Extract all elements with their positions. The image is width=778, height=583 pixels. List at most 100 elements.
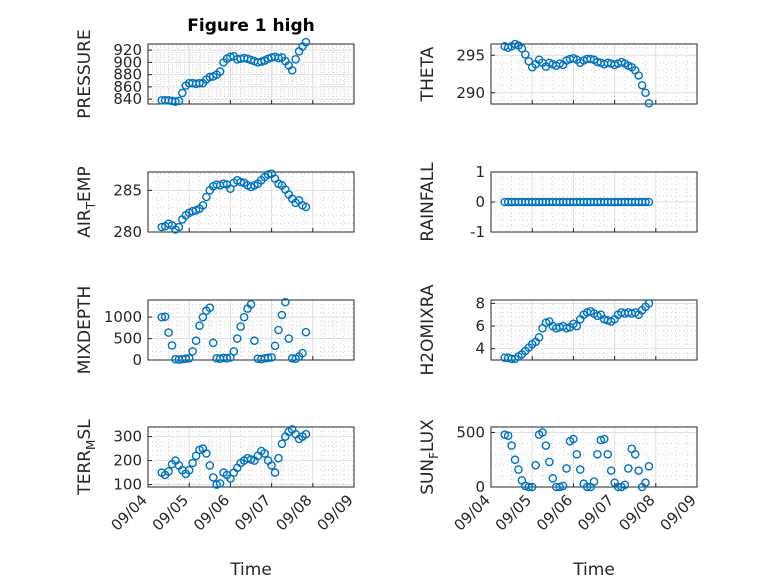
- x-tick-label: 09/04: [108, 491, 151, 534]
- subplot-6: 4 6 8 H2OMIXRA: [418, 284, 698, 376]
- data-point: [205, 303, 215, 313]
- data-point: [562, 464, 571, 473]
- y-tick-label: 1000: [104, 308, 142, 326]
- y-tick-label: 8: [475, 294, 485, 312]
- data-point: [606, 466, 616, 475]
- axes-border: [490, 171, 698, 233]
- data-point: [208, 338, 218, 348]
- data-point: [239, 312, 249, 322]
- data-point: [202, 449, 211, 458]
- data-point: [188, 347, 197, 356]
- data-point: [586, 54, 595, 64]
- data-point: [195, 321, 204, 331]
- data-point: [298, 348, 307, 358]
- data-point: [277, 310, 287, 320]
- data-point: [171, 97, 180, 106]
- x-tick-label: 09/07: [574, 491, 617, 534]
- data-point: [593, 449, 602, 459]
- data-point: [575, 465, 585, 474]
- subplot-2: 290 295 THETA: [418, 39, 698, 108]
- data-point: [160, 312, 170, 322]
- data-point: [527, 482, 537, 492]
- data-point: [263, 170, 273, 179]
- data-point: [236, 322, 245, 331]
- data-point: [644, 197, 654, 207]
- data-point: [198, 312, 208, 322]
- y-tick-label: 900: [113, 53, 142, 71]
- y-tick-label: 4: [475, 340, 485, 358]
- data-point: [250, 336, 259, 346]
- x-axis-label-left: Time: [229, 560, 272, 580]
- data-point: [620, 480, 630, 490]
- data-point: [195, 78, 204, 88]
- data-point: [291, 55, 300, 64]
- data-point: [281, 297, 290, 307]
- data-point: [637, 80, 647, 90]
- y-tick-label: 6: [475, 317, 485, 335]
- subplot-5: 0 500 1000 MIXDEPTH: [75, 286, 355, 375]
- y-axis-label: TERRMSL: [75, 419, 98, 496]
- subplot-4: -1 0 1 RAINFALL: [418, 162, 698, 242]
- data-point: [202, 192, 211, 202]
- y-tick-label: 295: [456, 46, 485, 64]
- data-point: [582, 482, 592, 492]
- y-axis-label: H2OMIXRA: [418, 284, 438, 375]
- y-axis-label: MIXDEPTH: [75, 286, 95, 375]
- data-point: [641, 197, 650, 207]
- data-point: [301, 327, 311, 337]
- x-tick-label: 09/04: [451, 491, 494, 534]
- y-tick-label: 1: [475, 163, 485, 181]
- data-point: [174, 96, 184, 106]
- data-point: [572, 449, 582, 459]
- x-tick-label: 09/06: [533, 491, 576, 534]
- data-point: [267, 353, 276, 362]
- data-point: [157, 312, 167, 322]
- y-tick-label: 500: [113, 330, 142, 348]
- data-point: [524, 482, 534, 492]
- data-point: [188, 458, 197, 468]
- data-point: [538, 428, 547, 437]
- data-point: [215, 67, 225, 76]
- data-point: [232, 334, 242, 343]
- data-point: [548, 473, 558, 483]
- y-tick-label: 880: [113, 66, 142, 84]
- data-point: [181, 354, 191, 364]
- data-point: [198, 201, 208, 210]
- y-tick-label: 200: [113, 452, 142, 470]
- data-point: [164, 467, 173, 476]
- y-axis-label: AIRTEMP: [75, 166, 98, 237]
- data-point: [641, 478, 650, 487]
- data-point: [274, 53, 283, 63]
- data-point: [167, 341, 177, 350]
- data-point: [229, 347, 239, 356]
- subplot-3: 280 285 AIRTEMP: [75, 166, 355, 241]
- data-point: [634, 466, 643, 475]
- y-axis-label: RAINFALL: [418, 162, 438, 242]
- data-point: [157, 222, 167, 232]
- data-point: [301, 37, 311, 47]
- y-axis-label: PRESSURE: [75, 29, 95, 118]
- data-point: [589, 477, 599, 486]
- data-point: [222, 353, 232, 363]
- data-point: [503, 431, 513, 441]
- data-point: [284, 334, 294, 343]
- data-point: [270, 468, 280, 477]
- data-point: [531, 460, 540, 470]
- y-tick-label: 290: [456, 84, 485, 102]
- data-point: [263, 353, 273, 363]
- data-point: [236, 177, 245, 187]
- y-axis-label: SUNFLUX: [418, 419, 441, 495]
- data-point: [534, 333, 544, 342]
- y-tick-label: 0: [132, 351, 142, 369]
- y-tick-label: 100: [113, 476, 142, 494]
- figure-title: Figure 1 high: [187, 16, 315, 36]
- data-point: [301, 202, 311, 212]
- data-point: [572, 321, 582, 331]
- data-point: [600, 434, 609, 444]
- x-tick-label: 09/09: [657, 491, 700, 534]
- x-tick-label: 09/09: [314, 491, 357, 534]
- y-tick-label: 0: [475, 193, 485, 211]
- y-tick-label: 0: [475, 478, 485, 496]
